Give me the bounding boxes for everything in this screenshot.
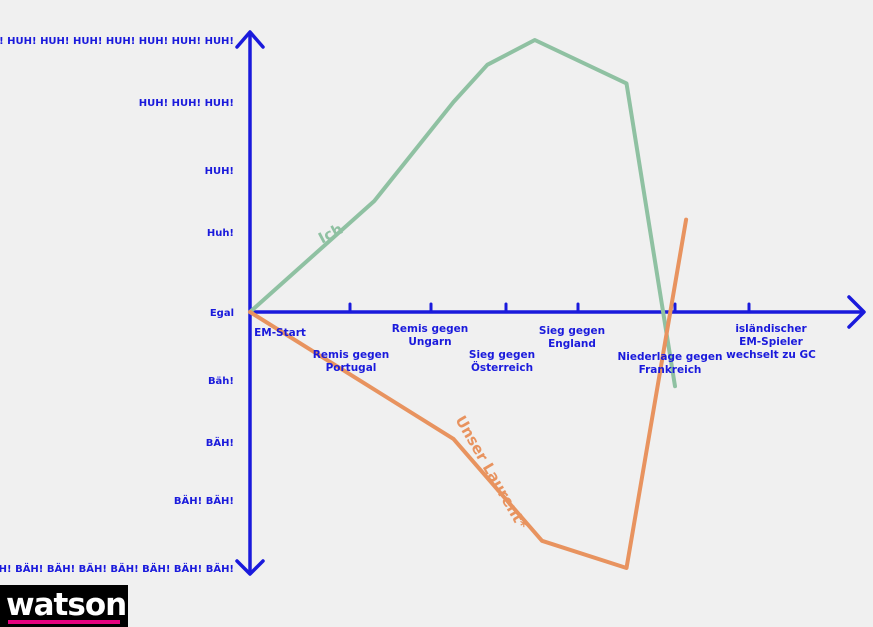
x-tick-label: Remis gegen Portugal bbox=[313, 349, 389, 374]
series-name-label: Unser Laurent* bbox=[451, 412, 531, 532]
x-axis bbox=[248, 295, 866, 329]
x-tick-label: EM-Start bbox=[254, 327, 306, 339]
series-line bbox=[248, 217, 689, 570]
y-tick-label: BÄH! BÄH! bbox=[174, 493, 234, 507]
watson-logo-underline bbox=[8, 620, 120, 624]
y-axis-arrow-down bbox=[235, 559, 265, 576]
y-tick-label: BÄH! BÄH! BÄH! BÄH! BÄH! BÄH! BÄH! BÄH! bbox=[0, 561, 234, 575]
y-tick-label: Huh! bbox=[207, 228, 234, 239]
y-tick-label: HUH! HUH! HUH! bbox=[139, 98, 234, 109]
y-tick-label: HUH! HUH! HUH! HUH! HUH! HUH! HUH! HUH! bbox=[0, 36, 234, 47]
x-tick-label: Niederlage gegen Frankreich bbox=[617, 351, 722, 376]
y-tick-label: Egal bbox=[210, 308, 234, 319]
series-name-label: Ich bbox=[315, 220, 346, 248]
series-line bbox=[248, 38, 677, 389]
x-tick-label: Remis gegen Ungarn bbox=[392, 323, 468, 348]
watson-logo-text: watson bbox=[6, 587, 127, 623]
watson-logo: watson bbox=[0, 585, 128, 627]
y-axis bbox=[235, 30, 265, 576]
y-tick-labels: BÄH! BÄH! BÄH! BÄH! BÄH! BÄH! BÄH! BÄH! B… bbox=[0, 36, 234, 575]
x-tick-label: isländischer EM-Spieler wechselt zu GC bbox=[726, 323, 816, 361]
y-tick-label: BÄH! bbox=[206, 435, 234, 449]
series-layer: Ich Unser Laurent* bbox=[248, 38, 689, 570]
y-tick-label: HUH! bbox=[205, 166, 234, 177]
y-axis-arrow-up bbox=[235, 30, 265, 49]
y-tick-label: Bäh! bbox=[208, 376, 234, 387]
x-axis-arrow bbox=[847, 295, 866, 329]
x-tick-label: Sieg gegen Österreich bbox=[469, 349, 535, 374]
x-tick-label: Sieg gegen England bbox=[539, 325, 605, 350]
